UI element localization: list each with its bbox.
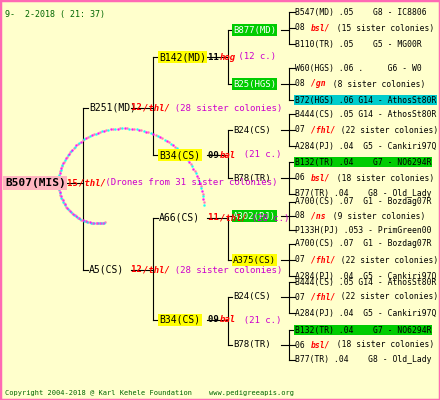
Text: A284(PJ) .04  G5 - Cankiri97Q: A284(PJ) .04 G5 - Cankiri97Q (295, 272, 436, 280)
Text: 11: 11 (208, 52, 224, 62)
Text: W60(HGS) .06 .     G6 - W0: W60(HGS) .06 . G6 - W0 (295, 64, 422, 72)
Text: B251(MD): B251(MD) (89, 103, 136, 113)
Text: 12: 12 (131, 266, 147, 274)
Text: /gn: /gn (311, 80, 325, 88)
Text: 06: 06 (295, 340, 315, 350)
Text: A700(CS) .07  G1 - Bozdag07R: A700(CS) .07 G1 - Bozdag07R (295, 240, 432, 248)
Text: B877(MD): B877(MD) (233, 26, 276, 34)
Text: 11: 11 (208, 214, 224, 222)
Text: (9 sister colonies): (9 sister colonies) (323, 212, 425, 220)
Text: (Drones from 31 sister colonies): (Drones from 31 sister colonies) (100, 178, 277, 188)
Text: B110(TR) .05    G5 - MG00R: B110(TR) .05 G5 - MG00R (295, 40, 422, 48)
Text: (8 sister colonies): (8 sister colonies) (323, 80, 425, 88)
Text: 08: 08 (295, 24, 315, 32)
Text: A284(PJ) .04  G5 - Cankiri97Q: A284(PJ) .04 G5 - Cankiri97Q (295, 308, 436, 318)
Text: B132(TR) .04    G7 - NO6294R: B132(TR) .04 G7 - NO6294R (295, 158, 432, 166)
Text: B77(TR) .04    G8 - Old_Lady: B77(TR) .04 G8 - Old_Lady (295, 356, 432, 364)
Text: B34(CS): B34(CS) (159, 150, 200, 160)
Text: 07: 07 (295, 126, 315, 134)
Text: (28 sister colonies): (28 sister colonies) (164, 266, 282, 274)
Text: A375(CS): A375(CS) (233, 256, 276, 264)
Text: 09: 09 (208, 150, 224, 160)
Text: B34(CS): B34(CS) (159, 315, 200, 325)
Text: A284(PJ) .04  G5 - Cankiri97Q: A284(PJ) .04 G5 - Cankiri97Q (295, 142, 436, 150)
Text: 15: 15 (67, 178, 83, 188)
Text: (22 sister colonies): (22 sister colonies) (330, 126, 438, 134)
Text: /thl/: /thl/ (220, 214, 247, 222)
Text: /thl/: /thl/ (143, 104, 170, 112)
Text: B142(MD): B142(MD) (159, 52, 206, 62)
Text: B132(TR) .04    G7 - NO6294R: B132(TR) .04 G7 - NO6294R (295, 326, 432, 334)
Text: hog: hog (220, 52, 236, 62)
Text: Copyright 2004-2018 @ Karl Kehele Foundation    www.pedigreeapis.org: Copyright 2004-2018 @ Karl Kehele Founda… (5, 390, 294, 396)
Text: 12: 12 (131, 104, 147, 112)
Text: bsl/: bsl/ (311, 340, 330, 350)
Text: (12 c.): (12 c.) (233, 52, 275, 62)
Text: bal: bal (220, 316, 236, 324)
Text: A302(PJ): A302(PJ) (233, 212, 276, 220)
Text: /ns: /ns (311, 212, 325, 220)
Text: 07: 07 (295, 292, 315, 302)
Text: B78(TR): B78(TR) (233, 174, 271, 182)
Text: bal: bal (220, 150, 236, 160)
Text: /fhl/: /fhl/ (311, 126, 335, 134)
Text: P133H(PJ) .053 - PrimGreen00: P133H(PJ) .053 - PrimGreen00 (295, 226, 432, 234)
Text: bsl/: bsl/ (311, 24, 330, 32)
Text: /fhl/: /fhl/ (311, 256, 335, 264)
Text: /thl/: /thl/ (79, 178, 106, 188)
Text: (22 sister colonies): (22 sister colonies) (330, 256, 438, 264)
Text: A700(CS) .07  G1 - Bozdag07R: A700(CS) .07 G1 - Bozdag07R (295, 198, 432, 206)
Text: (18 sister colonies): (18 sister colonies) (326, 174, 434, 182)
Text: 09: 09 (208, 316, 224, 324)
Text: B72(HGS) .06 G14 - AthosSt80R: B72(HGS) .06 G14 - AthosSt80R (295, 96, 436, 104)
Text: 08: 08 (295, 212, 315, 220)
Text: A5(CS): A5(CS) (89, 265, 124, 275)
Text: (21 c.): (21 c.) (233, 150, 281, 160)
Text: (22 sister colonies): (22 sister colonies) (330, 292, 438, 302)
Text: 9-  2-2018 ( 21: 37): 9- 2-2018 ( 21: 37) (5, 10, 105, 19)
Text: 07: 07 (295, 256, 315, 264)
Text: B547(MD) .05    G8 - IC8806: B547(MD) .05 G8 - IC8806 (295, 8, 427, 16)
Text: (15 sister colonies): (15 sister colonies) (326, 24, 434, 32)
Text: B78(TR): B78(TR) (233, 340, 271, 350)
Text: /fhl/: /fhl/ (311, 292, 335, 302)
Text: /thl/: /thl/ (143, 266, 170, 274)
Text: (18 sister colonies): (18 sister colonies) (326, 340, 434, 350)
Text: (28 sister colonies): (28 sister colonies) (164, 104, 282, 112)
Text: bsl/: bsl/ (311, 174, 330, 182)
Text: B77(TR) .04    G8 - Old_Lady: B77(TR) .04 G8 - Old_Lady (295, 190, 432, 198)
Text: B25(HGS): B25(HGS) (233, 80, 276, 88)
Text: B507(MIS): B507(MIS) (5, 178, 66, 188)
Text: (28 c.): (28 c.) (241, 214, 290, 222)
Text: B24(CS): B24(CS) (233, 126, 271, 134)
Text: (21 c.): (21 c.) (233, 316, 281, 324)
Text: 06: 06 (295, 174, 315, 182)
Text: 08: 08 (295, 80, 315, 88)
Text: B444(CS) .05 G14 - AthosSt80R: B444(CS) .05 G14 - AthosSt80R (295, 278, 436, 286)
Text: B444(CS) .05 G14 - AthosSt80R: B444(CS) .05 G14 - AthosSt80R (295, 110, 436, 118)
Text: A66(CS): A66(CS) (159, 213, 200, 223)
Text: B24(CS): B24(CS) (233, 292, 271, 302)
